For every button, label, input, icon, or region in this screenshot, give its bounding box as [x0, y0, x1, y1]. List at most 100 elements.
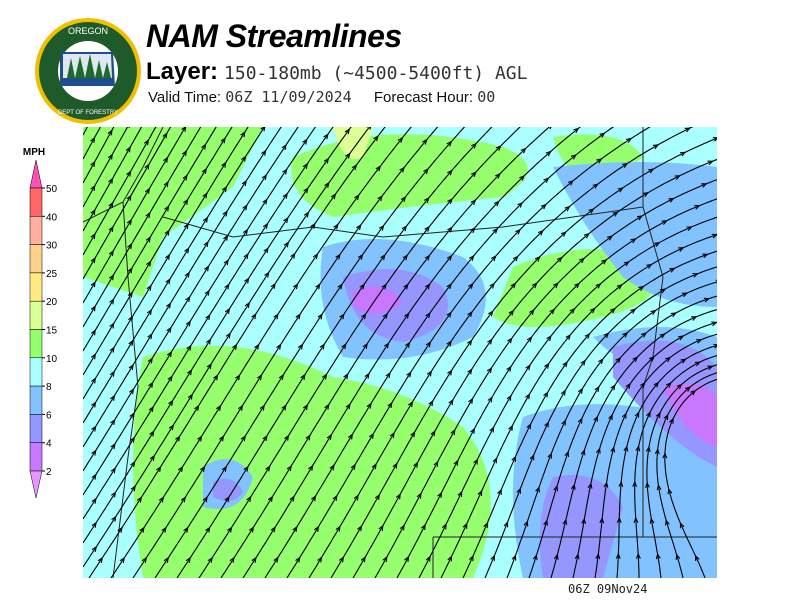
streamline-arrow	[368, 432, 374, 439]
streamline-arrow	[145, 236, 151, 243]
streamline-arrow	[402, 254, 408, 261]
streamline-arrow	[223, 258, 229, 266]
streamline-arrow	[562, 361, 568, 368]
streamline-arrow	[109, 370, 115, 377]
streamline-arrow	[636, 215, 644, 221]
streamline-arrow	[197, 435, 203, 442]
streamline-arrow	[416, 492, 422, 499]
streamline-arrow	[556, 256, 563, 263]
valid-time-info: Valid Time: 06Z 11/09/2024 Forecast Hour…	[148, 88, 495, 106]
streamline-arrow	[713, 343, 717, 349]
streamline-arrow	[447, 198, 453, 205]
streamline	[374, 179, 717, 578]
streamline-arrow	[404, 312, 410, 319]
streamline-arrow	[91, 545, 97, 552]
streamline-arrow	[262, 222, 269, 229]
streamline-arrow	[703, 297, 711, 303]
streamline-arrow	[425, 555, 431, 562]
streamline-arrow	[144, 187, 150, 194]
streamline-arrow	[109, 298, 115, 305]
streamline-arrow	[184, 247, 190, 254]
valid-time-label: Valid Time:	[148, 89, 222, 106]
streamline	[83, 127, 282, 448]
streamline-arrow	[117, 526, 123, 533]
streamline-arrow	[639, 381, 646, 388]
streamline-arrow	[295, 556, 301, 563]
streamline-arrow	[579, 257, 585, 264]
streamline	[646, 364, 717, 578]
streamline-arrow	[148, 405, 154, 413]
streamline-arrow	[661, 220, 668, 226]
streamline-arrow	[669, 267, 676, 273]
streamline	[83, 127, 102, 160]
streamline-arrow	[201, 143, 207, 150]
streamline	[83, 127, 88, 136]
streamline-arrow	[399, 524, 405, 531]
streamline	[664, 378, 717, 578]
streamline-arrow	[453, 459, 459, 466]
colorbar-bottom-arrow	[29, 470, 43, 499]
streamline-arrow	[136, 496, 143, 503]
streamline-arrow	[574, 282, 581, 289]
streamline-arrow	[526, 336, 533, 343]
streamline-arrow	[446, 340, 452, 347]
streamline-arrow	[437, 491, 443, 498]
streamline-arrow	[589, 307, 596, 314]
streamline-arrow	[389, 431, 395, 439]
streamline-arrow	[290, 252, 296, 259]
streamline-arrow	[244, 277, 250, 284]
streamline-arrow	[529, 308, 535, 315]
streamline-arrow	[227, 526, 233, 533]
streamline-arrow	[507, 337, 513, 344]
streamline-arrow	[187, 368, 193, 376]
streamline-arrow	[145, 211, 151, 219]
streamline-arrow	[473, 458, 478, 465]
streamline-arrow	[531, 282, 538, 289]
streamline-arrow	[468, 554, 474, 562]
streamline-arrow	[543, 177, 550, 183]
streamline	[396, 198, 717, 578]
streamline-arrow	[653, 381, 660, 388]
streamline-arrow	[466, 339, 473, 346]
streamline	[83, 127, 143, 232]
colorbar-tick-label: 4	[46, 439, 52, 450]
streamline-arrow	[178, 465, 184, 473]
streamline-arrow	[108, 177, 114, 184]
streamline-arrow	[156, 465, 162, 473]
streamline-arrow	[633, 516, 639, 524]
streamline-arrow	[462, 522, 468, 529]
streamline	[176, 127, 493, 578]
colorbar-tick-label: 40	[46, 212, 58, 223]
streamline-arrow	[553, 553, 559, 560]
streamline-arrow	[652, 144, 660, 150]
streamline-arrow	[662, 452, 668, 459]
streamline-arrow	[564, 450, 570, 457]
streamline-arrow	[362, 342, 368, 349]
streamline-arrow	[607, 235, 614, 241]
streamline-arrow	[681, 292, 689, 298]
streamline-arrow	[424, 254, 431, 261]
streamline-arrow	[225, 332, 231, 339]
streamline-arrow	[441, 523, 447, 530]
streamline-arrow	[610, 446, 616, 453]
streamline-arrow	[577, 417, 583, 424]
streamline-arrow	[203, 240, 209, 248]
streamline-arrow	[670, 312, 678, 318]
streamline	[656, 372, 717, 578]
streamline	[506, 281, 717, 578]
streamline-arrow	[109, 322, 115, 329]
streamline-arrow	[506, 365, 512, 372]
streamline-arrow	[237, 404, 244, 411]
streamline-arrow	[126, 194, 132, 201]
streamline-arrow	[401, 225, 408, 232]
streamline-arrow	[146, 284, 152, 291]
streamline-arrow	[537, 229, 544, 236]
streamline-arrow	[595, 447, 601, 454]
streamline	[198, 127, 521, 578]
streamline-arrow	[598, 358, 604, 365]
streamline-arrow	[220, 137, 226, 144]
streamline	[83, 127, 187, 304]
streamline-arrow	[588, 208, 595, 214]
streamline-arrow	[621, 412, 627, 419]
streamline-arrow	[371, 463, 377, 470]
